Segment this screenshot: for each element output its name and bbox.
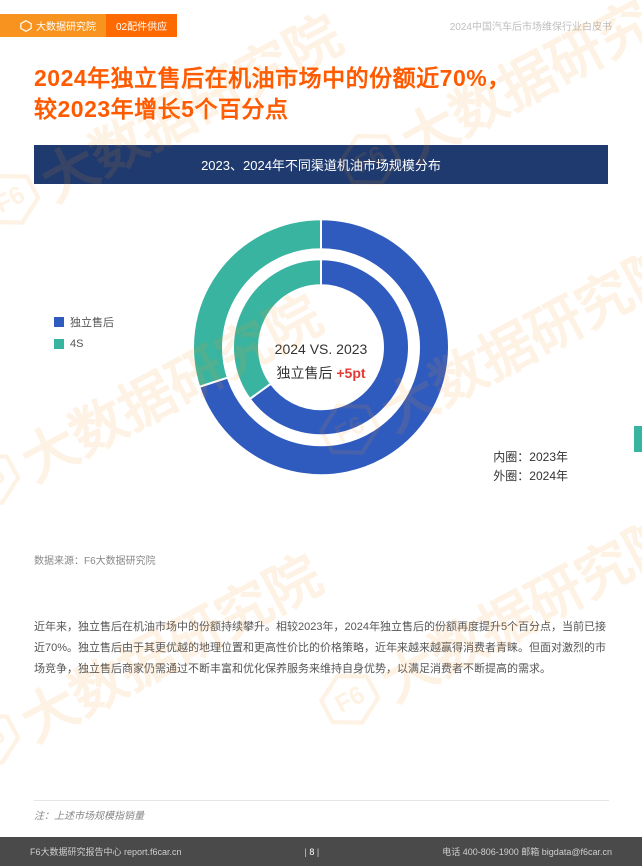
legend-item-independent: 独立售后: [54, 314, 114, 330]
header-bar: 大数据研究院 02配件供应 2024中国汽车后市场维保行业白皮书: [0, 0, 642, 45]
header-tab-section: 02配件供应: [106, 14, 177, 37]
legend-label: 4S: [70, 338, 83, 350]
chart-legend: 独立售后 4S: [54, 314, 114, 358]
brand-label: 大数据研究院: [36, 18, 96, 33]
body-paragraph: 近年来，独立售后在机油市场中的份额持续攀升。相较2023年，2024年独立售后的…: [0, 567, 642, 680]
svg-text:F6: F6: [330, 680, 369, 719]
header-tab-brand: 大数据研究院: [0, 14, 106, 37]
center-line-1: 2024 VS. 2023: [275, 341, 368, 357]
legend-swatch: [54, 339, 64, 349]
footer-left: F6大数据研究报告中心 report.f6car.cn: [30, 845, 182, 858]
donut-center-text: 2024 VS. 2023 独立售后 +5pt: [275, 341, 368, 383]
data-source: 数据来源：F6大数据研究院: [34, 552, 642, 567]
header-left: 大数据研究院 02配件供应: [0, 14, 177, 37]
side-accent: [634, 426, 642, 452]
footer-divider: | 8 |: [305, 847, 320, 857]
footnote: 注：上述市场规模指销量: [34, 800, 609, 822]
legend-swatch: [54, 317, 64, 327]
ring-note: 内圈：2023年 外圈：2024年: [493, 448, 568, 486]
ring-note-inner: 内圈：2023年: [493, 448, 568, 467]
page-footer: F6大数据研究报告中心 report.f6car.cn | 8 | 电话 400…: [0, 837, 642, 866]
page: F6 大数据研究院 F6 大数据研究院 F6 大数据研究院 F6 大数据研究院 …: [0, 0, 642, 866]
svg-text:F6: F6: [0, 180, 30, 219]
footer-right: 电话 400-806-1900 邮箱 bigdata@f6car.cn: [442, 845, 612, 858]
chart-body: 独立售后 4S 2024 VS. 2023 独立售后 +5pt 内圈：2023年…: [34, 184, 608, 544]
chart-card: 2023、2024年不同渠道机油市场规模分布 独立售后 4S 2024 VS. …: [34, 145, 608, 544]
header-doc-title: 2024中国汽车后市场维保行业白皮书: [450, 18, 612, 33]
legend-item-4s: 4S: [54, 338, 114, 350]
ring-note-outer: 外圈：2024年: [493, 467, 568, 486]
svg-text:F6: F6: [0, 460, 10, 499]
brand-hex-icon: [20, 20, 32, 32]
title-line-1: 2024年独立售后在机油市场中的份额近70%，: [34, 65, 511, 91]
page-number: 8: [309, 847, 314, 857]
page-title: 2024年独立售后在机油市场中的份额近70%， 较2023年增长5个百分点: [0, 45, 642, 145]
legend-label: 独立售后: [70, 314, 114, 330]
center-line-2: 独立售后 +5pt: [275, 363, 368, 383]
title-line-2: 较2023年增长5个百分点: [34, 96, 288, 122]
svg-text:F6: F6: [0, 720, 10, 759]
chart-title: 2023、2024年不同渠道机油市场规模分布: [34, 145, 608, 184]
